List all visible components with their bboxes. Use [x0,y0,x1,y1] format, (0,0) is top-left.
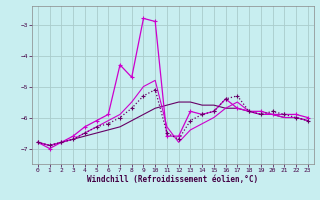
X-axis label: Windchill (Refroidissement éolien,°C): Windchill (Refroidissement éolien,°C) [87,175,258,184]
